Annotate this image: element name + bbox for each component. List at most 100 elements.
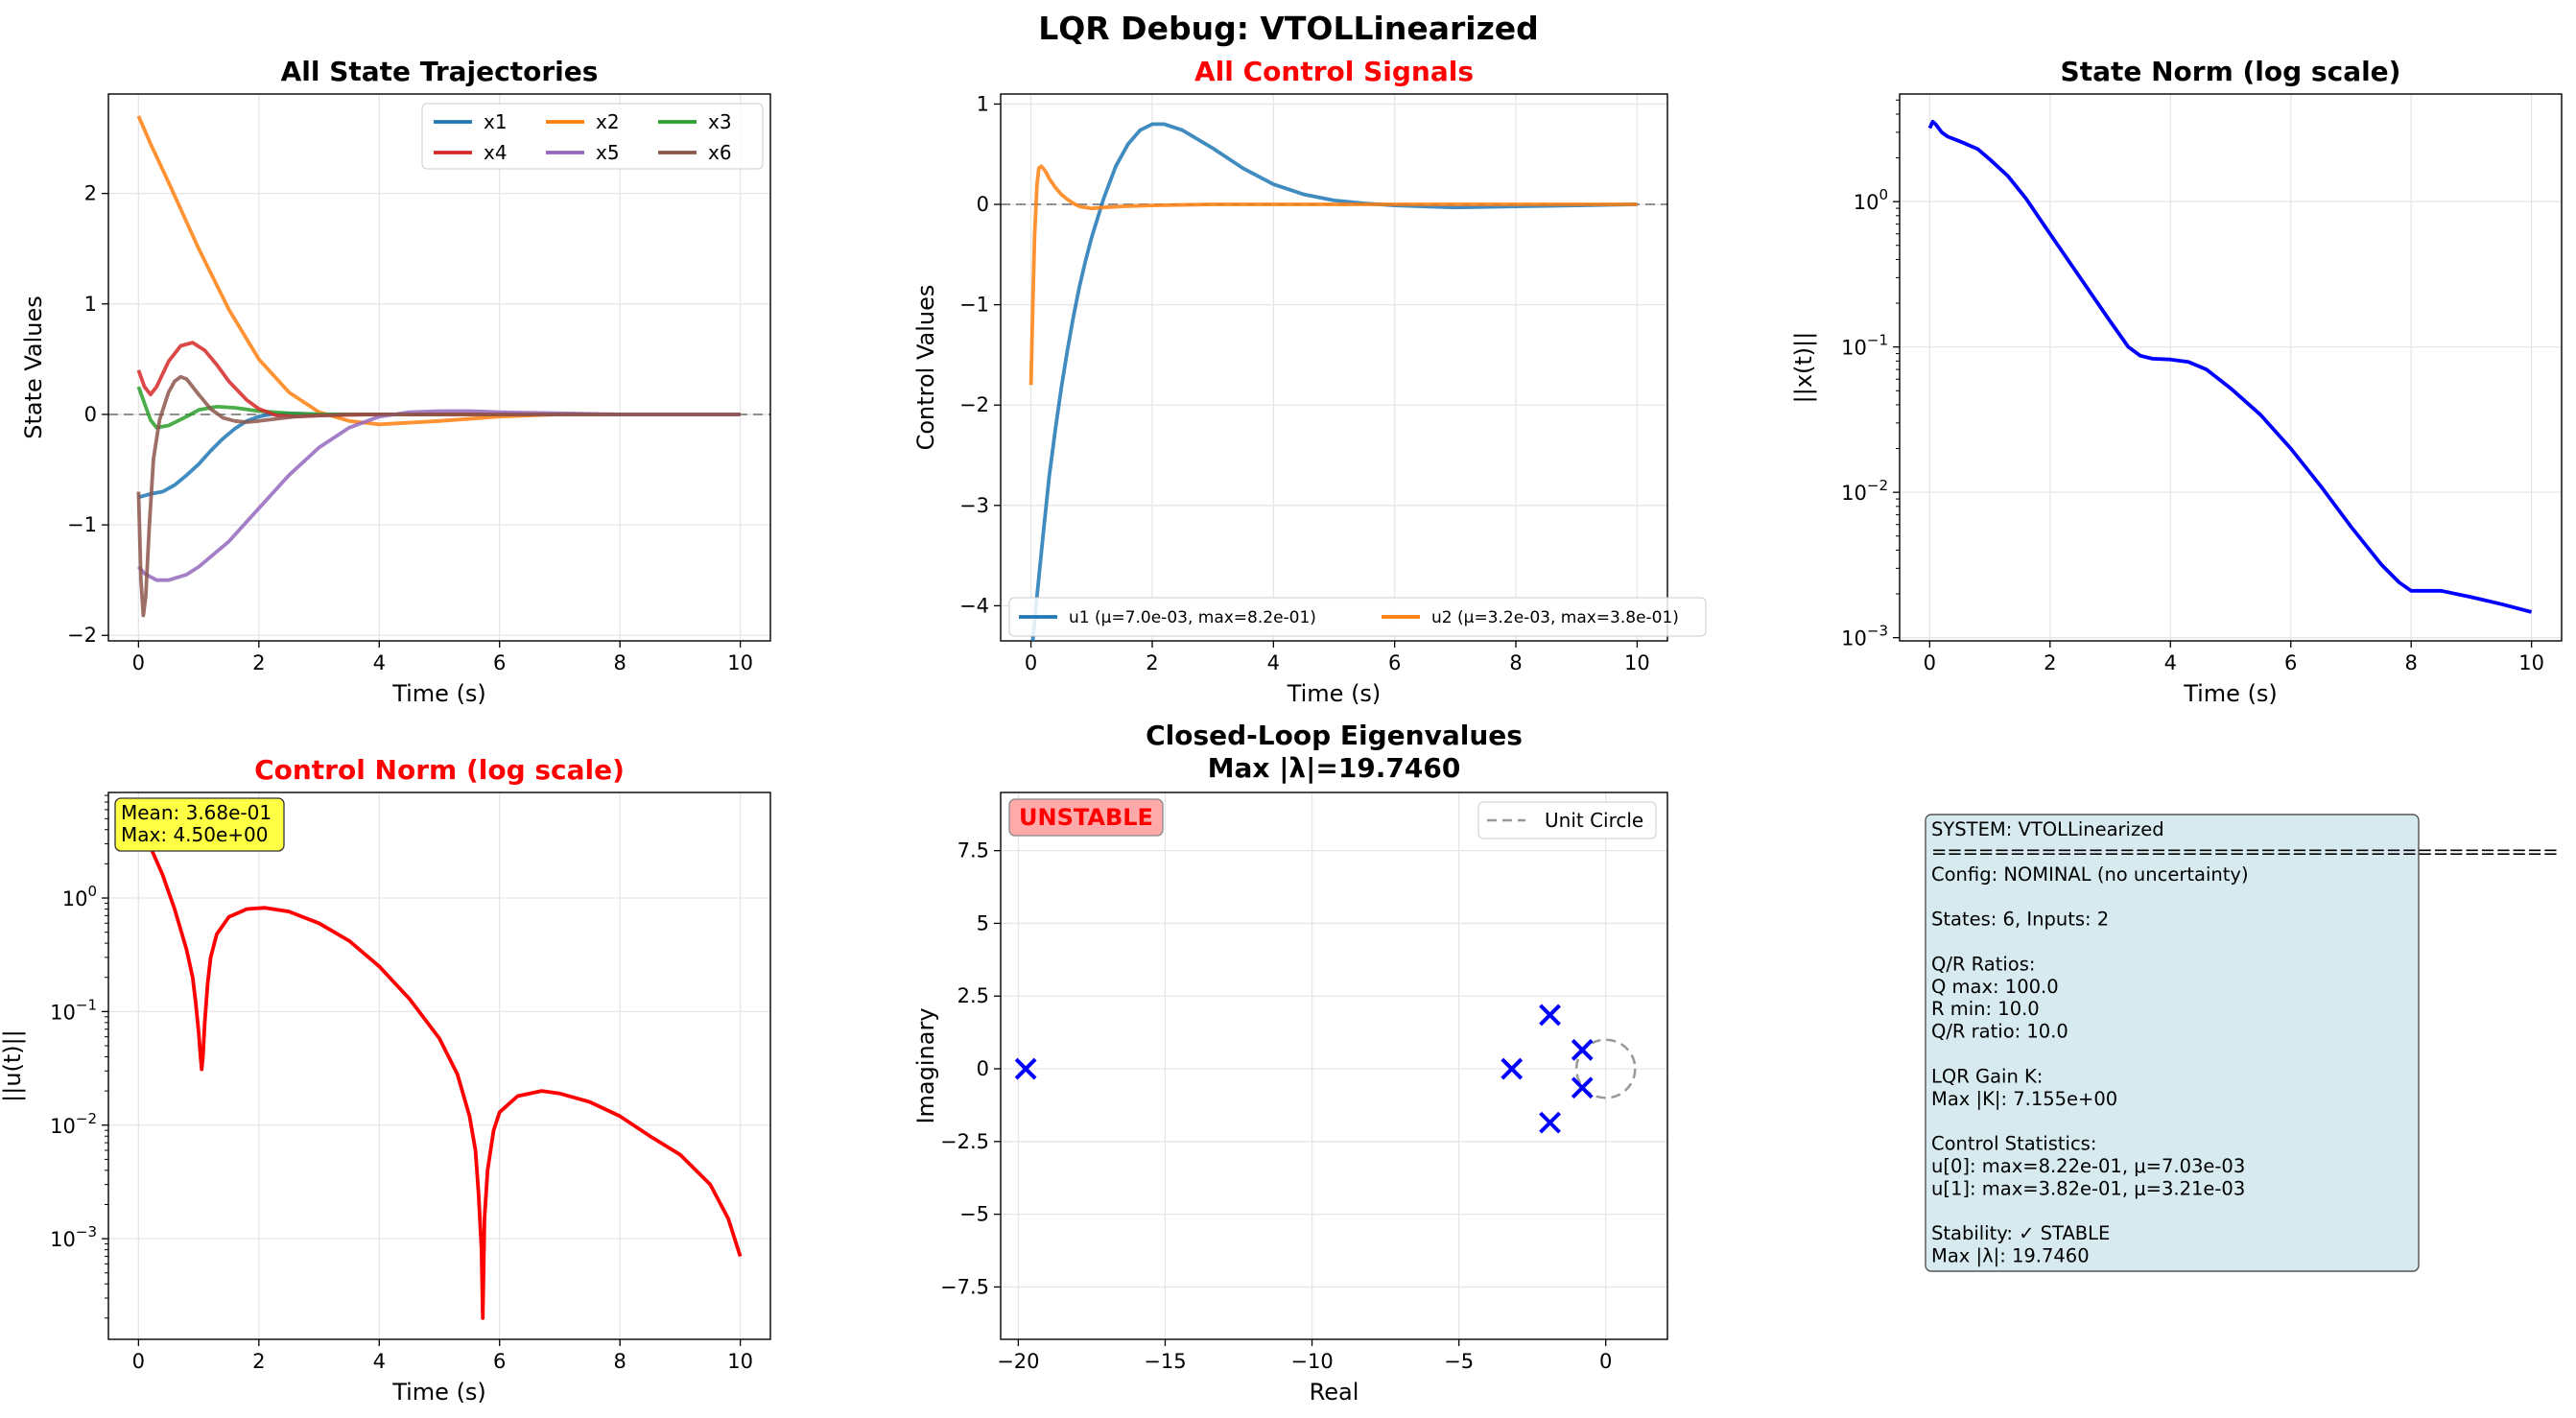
y-axis-label: ||x(t)|| (1790, 332, 1817, 404)
eigenvalue-marker (1539, 1111, 1561, 1134)
series-line-x1 (137, 411, 741, 500)
x-tick-label: 4 (373, 651, 386, 674)
x-tick-label: 6 (2284, 651, 2297, 674)
info-line: Stability: ✓ STABLE (1931, 1222, 2110, 1244)
info-line: ======================================== (1931, 840, 2559, 863)
x-tick-label: 0 (1599, 1350, 1612, 1373)
x-tick-label: −10 (1290, 1350, 1333, 1373)
legend-label: x4 (484, 141, 508, 164)
y-tick-label: −4 (959, 594, 989, 617)
y-tick-label: −2 (67, 624, 97, 647)
axes-frame (1000, 792, 1668, 1340)
y-axis-label: Imaginary (912, 1007, 939, 1123)
y-tick-label: 10−3 (1841, 623, 1888, 650)
info-line: States: 6, Inputs: 2 (1931, 909, 2109, 931)
chart-title: All Control Signals (1194, 56, 1474, 87)
series-line-u1 (μ=7.0e-03, max=8.2e-01) (1030, 122, 1638, 641)
series-line-state_norm (1927, 119, 2533, 614)
x-axis-label: Real (1310, 1379, 1359, 1406)
y-tick-label: 0 (84, 403, 97, 426)
series-line-x6 (136, 374, 741, 618)
info-line: Control Statistics: (1931, 1133, 2096, 1155)
y-axis-label: Control Values (912, 285, 939, 451)
info-box (1925, 814, 2420, 1272)
info-line: LQR Gain K: (1931, 1065, 2043, 1087)
marker-stroke (1539, 1111, 1561, 1134)
x-tick-label: 2 (252, 1350, 265, 1373)
x-tick-label: 4 (1267, 651, 1280, 674)
axes-frame (1000, 93, 1668, 642)
info-line: Max |λ|: 19.7460 (1931, 1245, 2090, 1267)
eigenvalue-marker (1571, 1076, 1594, 1099)
x-tick-label: 6 (493, 651, 506, 674)
chart-title: Closed-Loop Eigenvalues (1146, 720, 1523, 751)
y-tick-label: −1 (67, 513, 97, 536)
axes-frame (1899, 93, 2563, 642)
legend-label: x5 (596, 141, 620, 164)
system-info-panel: SYSTEM: VTOLLinearized==================… (1925, 814, 2559, 1272)
y-tick-label: 2 (84, 182, 97, 205)
x-tick-label: 2 (1146, 651, 1158, 674)
y-tick-label: 100 (62, 883, 97, 910)
x-axis-label: Time (s) (391, 1379, 486, 1406)
eigenvalue-marker (1501, 1057, 1524, 1080)
info-line: Max |K|: 7.155e+00 (1931, 1088, 2117, 1110)
legend-box (1477, 801, 1657, 839)
annotation-box (114, 797, 285, 852)
y-tick-label: −5 (959, 1203, 989, 1226)
legend: u1 (μ=7.0e-03, max=8.2e-01) u2 (μ=3.2e-03… (1008, 597, 1707, 637)
x-tick-label: 0 (132, 1350, 145, 1373)
x-tick-label: 10 (1624, 651, 1650, 674)
x-tick-label: 10 (727, 651, 753, 674)
annotation-line: Max: 4.50e+00 (121, 823, 269, 846)
series-line-x5 (136, 409, 741, 582)
x-tick-label: 4 (2164, 651, 2177, 674)
legend-label: x1 (484, 110, 508, 133)
y-tick-label: 5 (977, 911, 989, 934)
x-tick-label: 8 (1509, 651, 1522, 674)
marker-stroke (1014, 1057, 1037, 1080)
y-axis-label: ||u(t)|| (0, 1029, 26, 1102)
x-axis-label: Time (s) (391, 680, 486, 707)
info-line: SYSTEM: VTOLLinearized (1931, 818, 2164, 840)
chart-subtitle: Max |λ|=19.7460 (1208, 752, 1461, 784)
legend-label: Unit Circle (1545, 809, 1643, 832)
y-tick-label: 100 (1854, 186, 1888, 214)
x-tick-label: 2 (2044, 651, 2056, 674)
info-line: u[1]: max=3.82e-01, μ=3.21e-03 (1931, 1177, 2245, 1199)
x-tick-label: 0 (1025, 651, 1037, 674)
y-tick-label: 10−1 (1841, 332, 1888, 360)
chart-title: Control Norm (log scale) (254, 754, 625, 786)
y-tick-label: 0 (977, 193, 989, 216)
legend: x1 x2 x3 x4 x5 x6 (421, 103, 764, 170)
legend: Unit Circle (1477, 801, 1657, 839)
x-tick-label: 8 (613, 651, 626, 674)
y-tick-label: −2.5 (940, 1130, 989, 1153)
info-line: R min: 10.0 (1931, 998, 2040, 1020)
legend-label: u2 (μ=3.2e-03, max=3.8e-01) (1431, 608, 1679, 627)
y-tick-label: 10−1 (50, 996, 97, 1024)
x-tick-label: 6 (493, 1350, 506, 1373)
x-tick-label: −20 (997, 1350, 1039, 1373)
x-tick-label: −15 (1144, 1350, 1186, 1373)
x-axis-label: Time (s) (1287, 680, 1382, 707)
unit-circle (1574, 1038, 1637, 1099)
info-line: Config: NOMINAL (no uncertainty) (1931, 863, 2249, 886)
chart-controls: All Control Signals 0 2 4 6 8 10 −4 −3 −2 −1 0 1 Time… (912, 56, 1707, 707)
eigenvalue-marker (1571, 1038, 1594, 1061)
legend-box (1008, 597, 1707, 637)
x-tick-label: 8 (613, 1350, 626, 1373)
legend-label: x6 (708, 141, 732, 164)
x-tick-label: 10 (2518, 651, 2544, 674)
chart-states: All State Trajectories 0 2 4 6 8 10 −2 −1 0 1 2 Time… (20, 56, 771, 707)
y-tick-label: 2.5 (957, 984, 989, 1007)
annotation-line: Mean: 3.68e-01 (121, 801, 272, 824)
y-axis-label: State Values (20, 295, 47, 439)
legend-label: x3 (708, 110, 732, 133)
badge-text: UNSTABLE (1019, 804, 1153, 831)
series-line-u2 (μ=3.2e-03, max=3.8e-01) (1028, 164, 1638, 386)
